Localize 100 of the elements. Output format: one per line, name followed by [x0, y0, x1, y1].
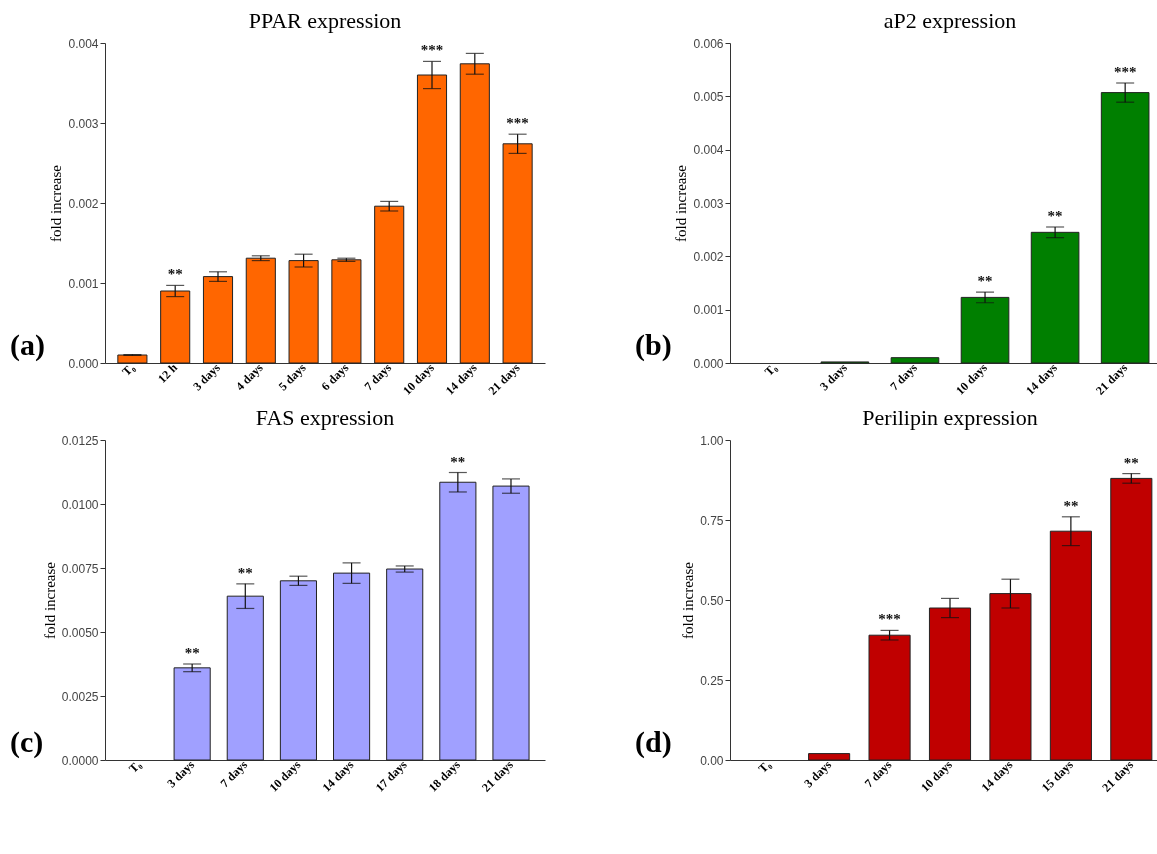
bar [288, 260, 319, 364]
text: (a) [10, 328, 45, 362]
y-tick-label: 0.002 [693, 249, 724, 264]
chart-title: aP2 expression [883, 8, 1017, 33]
chart-title: PPAR expression [248, 8, 402, 33]
x-tick-label: 5 days [275, 360, 309, 394]
y-tick-label: 0.0050 [61, 625, 99, 640]
x-tick-label: 12 h [154, 360, 181, 386]
bar [808, 753, 851, 761]
annotation: *** [506, 115, 529, 132]
annotation: ** [237, 564, 253, 581]
x-tick-label: T₀ [761, 360, 781, 379]
bar [331, 259, 362, 364]
y-axis-title: fold increase [41, 561, 58, 640]
bar [279, 580, 317, 761]
x-tick-label: 14 days [978, 757, 1016, 795]
y-tick-label: 0.003 [693, 196, 724, 211]
x-tick-label: 17 days [372, 757, 410, 795]
bar [333, 572, 371, 761]
text: (c) [10, 725, 44, 759]
x-tick-label: 3 days [817, 360, 851, 394]
bar [416, 74, 448, 364]
y-tick-label: 0.000 [68, 356, 99, 371]
x-tick-label: 14 days [319, 757, 357, 795]
y-tick-label: 0.006 [693, 36, 724, 51]
x-tick-label: 3 days [190, 360, 224, 394]
annotation: ** [977, 273, 993, 290]
bar [928, 607, 972, 761]
bar [245, 257, 276, 364]
bar [1110, 477, 1153, 761]
x-tick-label: 7 days [217, 757, 251, 791]
text: (b) [635, 328, 672, 362]
annotation: ** [184, 645, 200, 661]
x-tick-label: 14 days [1023, 360, 1061, 398]
bar [868, 634, 911, 761]
y-tick-label: 0.001 [693, 303, 724, 318]
chart-title: Perilipin expression [862, 405, 1038, 430]
bar [890, 357, 940, 364]
y-tick-label: 0.004 [68, 36, 99, 51]
x-tick-label: 3 days [801, 757, 835, 791]
y-axis-title: fold increase [673, 164, 690, 243]
y-tick-label: 0.002 [68, 196, 99, 211]
annotation: *** [878, 611, 901, 628]
y-tick-label: 0.0125 [61, 433, 99, 448]
x-tick-label: 21 days [1093, 360, 1131, 398]
bar [117, 354, 148, 364]
y-tick-label: 0.004 [693, 143, 724, 158]
bar [989, 593, 1032, 761]
bar [439, 481, 477, 761]
chart-title: FAS expression [255, 405, 395, 430]
x-tick-label: 10 days [266, 757, 304, 795]
bar [960, 296, 1010, 364]
x-tick-label: 10 days [399, 360, 438, 398]
x-tick-label: 3 days [164, 757, 198, 791]
bar [1100, 92, 1150, 364]
y-tick-label: 0.0075 [61, 561, 99, 576]
x-tick-label: 18 days [425, 757, 464, 795]
bar [160, 290, 191, 364]
y-tick-label: 0.001 [68, 276, 99, 291]
bar [226, 595, 264, 761]
y-tick-label: 0.25 [700, 673, 724, 688]
x-tick-label: 10 days [917, 757, 956, 795]
bar [459, 63, 490, 364]
annotation: ** [167, 266, 183, 283]
x-tick-label: 15 days [1038, 757, 1077, 795]
x-tick-label: 7 days [887, 360, 921, 394]
y-tick-label: 0.00 [700, 753, 724, 768]
y-tick-label: 0.0100 [61, 497, 99, 512]
bar [202, 276, 234, 364]
x-tick-label: 10 days [952, 360, 991, 398]
y-tick-label: 0.0000 [61, 753, 99, 768]
annotation: *** [420, 42, 444, 59]
y-tick-label: 0.005 [693, 89, 724, 104]
y-tick-label: 0.75 [700, 513, 724, 528]
text: (d) [635, 725, 672, 759]
annotation: *** [1113, 64, 1137, 80]
bar [374, 205, 405, 364]
x-tick-label: 21 days [1099, 757, 1137, 795]
annotation: ** [1123, 454, 1139, 471]
x-tick-label: 21 days [485, 360, 523, 398]
x-tick-label: 7 days [861, 757, 895, 791]
bar [492, 485, 530, 761]
y-axis-title: fold increase [48, 164, 65, 243]
x-tick-label: 6 days [318, 360, 352, 394]
bar [502, 143, 533, 364]
x-tick-label: 4 days [232, 360, 266, 394]
y-tick-label: 0.000 [693, 356, 724, 371]
annotation: ** [1063, 497, 1079, 514]
x-tick-label: T₀ [125, 757, 145, 776]
bar [1049, 530, 1092, 761]
y-tick-label: 0.0025 [61, 689, 99, 704]
y-tick-label: 0.50 [700, 593, 724, 608]
y-tick-label: 0.003 [68, 116, 99, 131]
annotation: ** [1047, 208, 1063, 224]
annotation: ** [450, 453, 466, 470]
x-tick-label: 7 days [361, 360, 395, 394]
y-tick-label: 1.00 [700, 433, 724, 448]
x-tick-label: T₀ [119, 360, 138, 379]
bar [1030, 231, 1080, 364]
x-tick-label: 21 days [478, 757, 517, 795]
